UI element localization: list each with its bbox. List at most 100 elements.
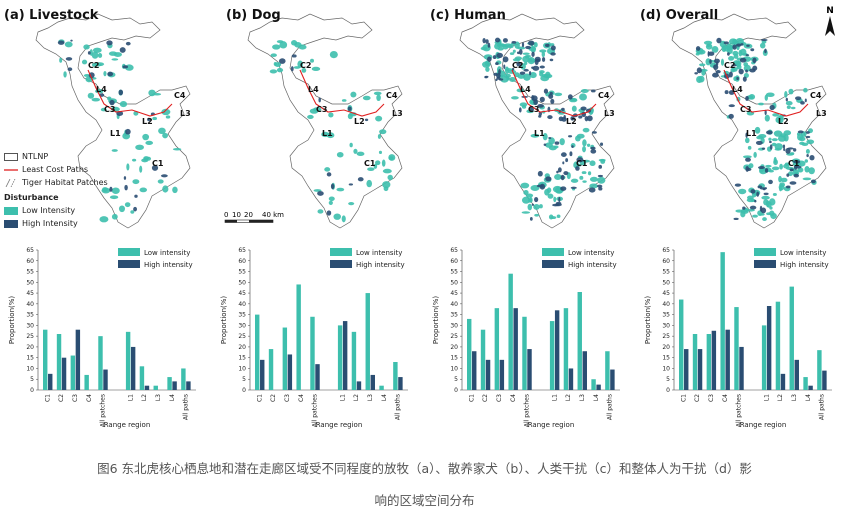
x-tick-label: L1 bbox=[763, 394, 770, 401]
y-tick-label: 0 bbox=[30, 387, 34, 394]
low-intensity-patch bbox=[582, 146, 586, 153]
bar-low-intensity bbox=[56, 334, 62, 390]
low-intensity-patch bbox=[774, 147, 782, 151]
x-tick-label: C3 bbox=[708, 394, 715, 402]
low-intensity-patch bbox=[779, 163, 783, 170]
low-intensity-patch bbox=[582, 159, 591, 163]
y-tick-label: 5 bbox=[666, 376, 670, 383]
x-tick-label: C4 bbox=[722, 394, 729, 402]
low-intensity-patch bbox=[97, 52, 103, 58]
high-intensity-patch bbox=[570, 186, 577, 189]
high-intensity-patch bbox=[795, 96, 802, 101]
x-tick-label: All patches bbox=[100, 394, 107, 427]
high-intensity-patch bbox=[723, 41, 729, 45]
map-panel-dog: C2 L4 C3 L1 L2 C4 L3 C1 (b) Dog bbox=[212, 0, 424, 238]
low-intensity-patch bbox=[526, 193, 534, 198]
bar-high-intensity bbox=[822, 370, 827, 390]
legend-swatch bbox=[542, 248, 564, 256]
y-tick-label: 40 bbox=[662, 301, 670, 308]
legend-low: Low Intensity bbox=[4, 204, 124, 217]
low-intensity-patch bbox=[771, 142, 777, 147]
map-region-label: C2 bbox=[512, 61, 523, 70]
high-intensity-patch bbox=[326, 210, 332, 216]
low-intensity-patch bbox=[778, 184, 785, 191]
high-intensity-patch bbox=[70, 39, 73, 42]
high-intensity-patch bbox=[569, 151, 573, 157]
low-intensity-patch bbox=[145, 140, 154, 145]
high-intensity-patch bbox=[554, 141, 560, 145]
high-intensity-patch bbox=[539, 96, 545, 103]
bar-chart-overall: 0 5 10 15 20 25 30 35 40 45 50 55 60 65 Proportion(%) R… bbox=[644, 247, 832, 429]
map-region-label: C3 bbox=[740, 105, 751, 114]
low-intensity-patch bbox=[804, 166, 810, 173]
low-intensity-patch bbox=[768, 137, 772, 141]
y-tick-label: 0 bbox=[454, 387, 458, 394]
bar-low-intensity bbox=[310, 316, 315, 390]
bar-low-intensity bbox=[365, 293, 370, 390]
high-intensity-patch bbox=[151, 165, 159, 171]
bar-high-intensity bbox=[766, 306, 772, 390]
high-intensity-patch bbox=[590, 89, 596, 93]
bar-high-intensity bbox=[513, 308, 518, 390]
low-intensity-patch bbox=[132, 179, 140, 185]
low-intensity-patch bbox=[771, 166, 780, 171]
high-intensity-patch bbox=[347, 106, 352, 111]
high-intensity-patch bbox=[758, 166, 766, 170]
low-intensity-patch bbox=[102, 187, 108, 192]
low-intensity-patch bbox=[783, 134, 789, 142]
low-intensity-patch bbox=[91, 97, 101, 102]
y-tick-label: 60 bbox=[238, 258, 246, 265]
high-intensity-patch bbox=[560, 186, 567, 191]
low-intensity-patch bbox=[139, 187, 148, 193]
low-intensity-patch bbox=[742, 155, 752, 159]
bar-low-intensity bbox=[43, 329, 48, 390]
low-intensity-patch bbox=[788, 88, 794, 95]
high-intensity-patch bbox=[531, 51, 535, 57]
bar-high-intensity bbox=[356, 381, 362, 390]
high-intensity-patch bbox=[786, 173, 790, 177]
high-intensity-patch bbox=[728, 113, 734, 119]
low-intensity-patch bbox=[119, 101, 128, 108]
bar-low-intensity bbox=[125, 331, 131, 390]
low-intensity-patch bbox=[279, 41, 288, 49]
bar-high-intensity bbox=[780, 373, 786, 390]
high-intensity-patch bbox=[545, 43, 550, 48]
low-intensity-patch bbox=[375, 115, 383, 122]
low-intensity-patch bbox=[773, 130, 783, 137]
low-intensity-patch bbox=[783, 163, 790, 169]
bar-high-intensity bbox=[596, 384, 601, 390]
y-tick-label: 65 bbox=[238, 247, 246, 254]
y-tick-label: 10 bbox=[238, 365, 246, 372]
high-intensity-patch bbox=[523, 68, 529, 72]
least-cost-path bbox=[723, 69, 809, 117]
low-intensity-patch bbox=[555, 189, 563, 194]
low-intensity-patch bbox=[83, 74, 90, 77]
high-intensity-patch bbox=[785, 147, 791, 154]
low-intensity-patch bbox=[754, 126, 761, 134]
high-intensity-patch bbox=[783, 147, 786, 152]
high-intensity-patch bbox=[757, 185, 763, 189]
high-intensity-patch bbox=[742, 76, 747, 82]
high-intensity-patch bbox=[761, 147, 766, 150]
map-livestock: C2 L4 C3 L1 L2 C4 L3 C1 (a) Livestock bbox=[4, 8, 191, 229]
high-intensity-patch bbox=[793, 160, 801, 164]
low-intensity-patch bbox=[341, 215, 346, 223]
y-axis-label: Proportion(%) bbox=[644, 296, 652, 345]
high-intensity-patch bbox=[485, 39, 489, 44]
high-intensity-patch bbox=[782, 144, 786, 149]
low-intensity-patch bbox=[738, 49, 743, 57]
high-intensity-patch bbox=[550, 45, 556, 51]
y-tick-label: 0 bbox=[242, 387, 246, 394]
bar-low-intensity bbox=[734, 307, 739, 390]
high-intensity-patch bbox=[107, 71, 114, 77]
low-intensity-patch bbox=[387, 174, 393, 181]
high-intensity-patch bbox=[537, 103, 544, 108]
low-intensity-patch bbox=[553, 196, 557, 203]
high-intensity-patch bbox=[543, 143, 547, 146]
low-intensity-patch bbox=[329, 50, 338, 59]
low-intensity-patch bbox=[805, 149, 810, 154]
low-intensity-patch bbox=[520, 182, 530, 189]
y-tick-label: 65 bbox=[26, 247, 34, 254]
x-tick-label: All paths bbox=[607, 394, 614, 420]
high-intensity-patch bbox=[769, 140, 772, 144]
